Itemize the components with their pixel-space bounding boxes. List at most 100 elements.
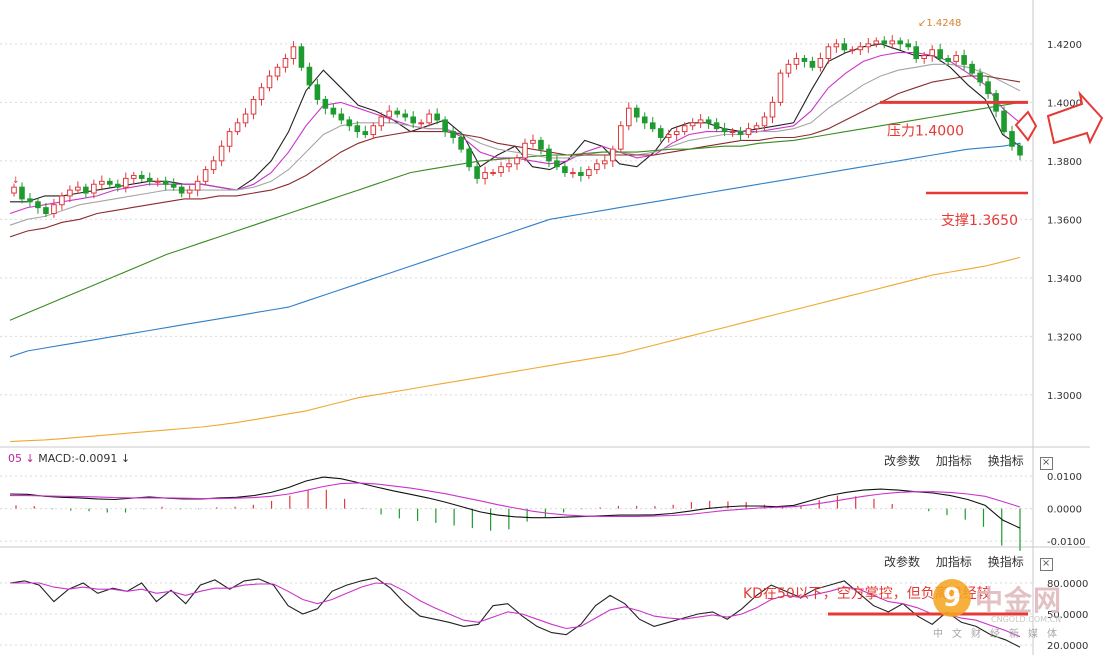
change-params-button[interactable]: 改参数 (884, 555, 921, 569)
y-tick-label: 80.0000 (1047, 579, 1088, 590)
candle-down (562, 166, 568, 174)
close-icon[interactable]: × (1039, 558, 1053, 571)
candle-down (162, 180, 169, 185)
candle-up (91, 183, 97, 194)
candle-up (11, 186, 17, 194)
candle-up (953, 55, 959, 62)
candle-up (194, 180, 201, 191)
candle-down (178, 186, 185, 194)
macd-prefix: 05 (8, 452, 22, 465)
swap-indicator-button[interactable]: 换指标 (987, 555, 1024, 569)
candle-down (633, 107, 640, 118)
candle-down (346, 119, 353, 127)
candle-up (530, 139, 536, 144)
candle-up (625, 107, 632, 127)
candle-up (610, 148, 616, 162)
candle-up (274, 66, 281, 77)
candle-up (889, 40, 896, 45)
watermark: 9 中金网 CNGOLD.COM.CN 中文财经新媒体 (933, 579, 1093, 645)
y-tick-label: 0.0000 (1047, 505, 1082, 516)
candle-up (769, 101, 776, 118)
kd-toolbar: 改参数 加指标 换指标 × (884, 553, 1053, 571)
candle-down (649, 122, 656, 130)
candle-up (234, 122, 241, 133)
add-indicator-button[interactable]: 加指标 (935, 454, 972, 468)
candle-up (426, 113, 432, 124)
candle-up (378, 116, 385, 127)
candle-up (482, 172, 488, 179)
candle-down (1001, 110, 1007, 133)
candle-up (785, 63, 792, 74)
candle-down (977, 72, 983, 83)
candle-down (146, 177, 153, 182)
candle-up (59, 195, 65, 206)
candle-up (51, 204, 57, 214)
candle-down (306, 66, 313, 86)
candle-down (298, 46, 305, 68)
candle-down (458, 136, 464, 150)
candle-down (474, 166, 480, 179)
ma-line (9, 75, 1021, 238)
candle-up (665, 134, 672, 138)
logo-icon: 9 (933, 579, 971, 617)
candle-down (114, 183, 121, 188)
ma-line (9, 256, 1021, 443)
candle-down (961, 55, 967, 65)
candle-up (833, 43, 840, 48)
candle-down (809, 60, 816, 68)
candle-down (19, 186, 25, 200)
candle-down (27, 198, 33, 203)
y-tick-label: 1.3000 (1047, 391, 1082, 402)
candle-up (681, 125, 688, 133)
ma-line (9, 52, 1021, 215)
candle-down (330, 107, 337, 115)
kd-line (9, 577, 1021, 648)
candle-up (202, 169, 209, 182)
y-tick-label: 1.3400 (1047, 274, 1082, 285)
candle-down (138, 174, 145, 179)
macd-line (10, 482, 1021, 517)
candle-down (1009, 131, 1015, 147)
change-params-button[interactable]: 改参数 (884, 454, 921, 468)
candle-up (418, 122, 424, 125)
kd-line (10, 582, 1021, 638)
candle-up (122, 177, 129, 188)
candle-up (570, 172, 576, 175)
support-label: 支撑1.3650 (941, 213, 1018, 229)
candle-down (913, 46, 920, 59)
candle-up (753, 125, 760, 130)
candle-up (617, 125, 624, 150)
candle-down (737, 131, 744, 136)
candle-down (721, 128, 728, 133)
add-indicator-button[interactable]: 加指标 (935, 555, 972, 569)
candle-down (107, 180, 113, 185)
candle-up (498, 166, 504, 174)
candle-up (522, 142, 528, 159)
candle-up (210, 160, 217, 171)
candle-up (697, 119, 704, 124)
arrow-icon (1014, 110, 1038, 142)
candle-down (410, 116, 417, 124)
resistance-label: 压力1.4000 (887, 123, 964, 139)
candle-down (170, 183, 177, 188)
candle-down (554, 160, 560, 168)
candle-down (450, 131, 456, 138)
candle-down (338, 113, 345, 121)
watermark-site: CNGOLD.COM.CN (991, 615, 1062, 624)
candle-up (865, 43, 872, 48)
close-icon[interactable]: × (1039, 457, 1053, 470)
candle-down (83, 186, 89, 194)
candle-up (154, 180, 161, 183)
candle-down (905, 43, 912, 48)
moving-average-lines (9, 43, 1021, 443)
kd-layer (9, 577, 1021, 648)
macd-value: MACD:-0.0091 (38, 452, 118, 465)
candle-down (394, 110, 401, 115)
swap-indicator-button[interactable]: 换指标 (987, 454, 1024, 468)
candle-down (354, 125, 361, 133)
macd-label: 05 ↓ MACD:-0.0091 ↓ (8, 452, 130, 465)
candle-down (937, 49, 943, 59)
candle-up (921, 55, 927, 59)
candle-down (442, 119, 448, 133)
candle-down (314, 84, 321, 100)
